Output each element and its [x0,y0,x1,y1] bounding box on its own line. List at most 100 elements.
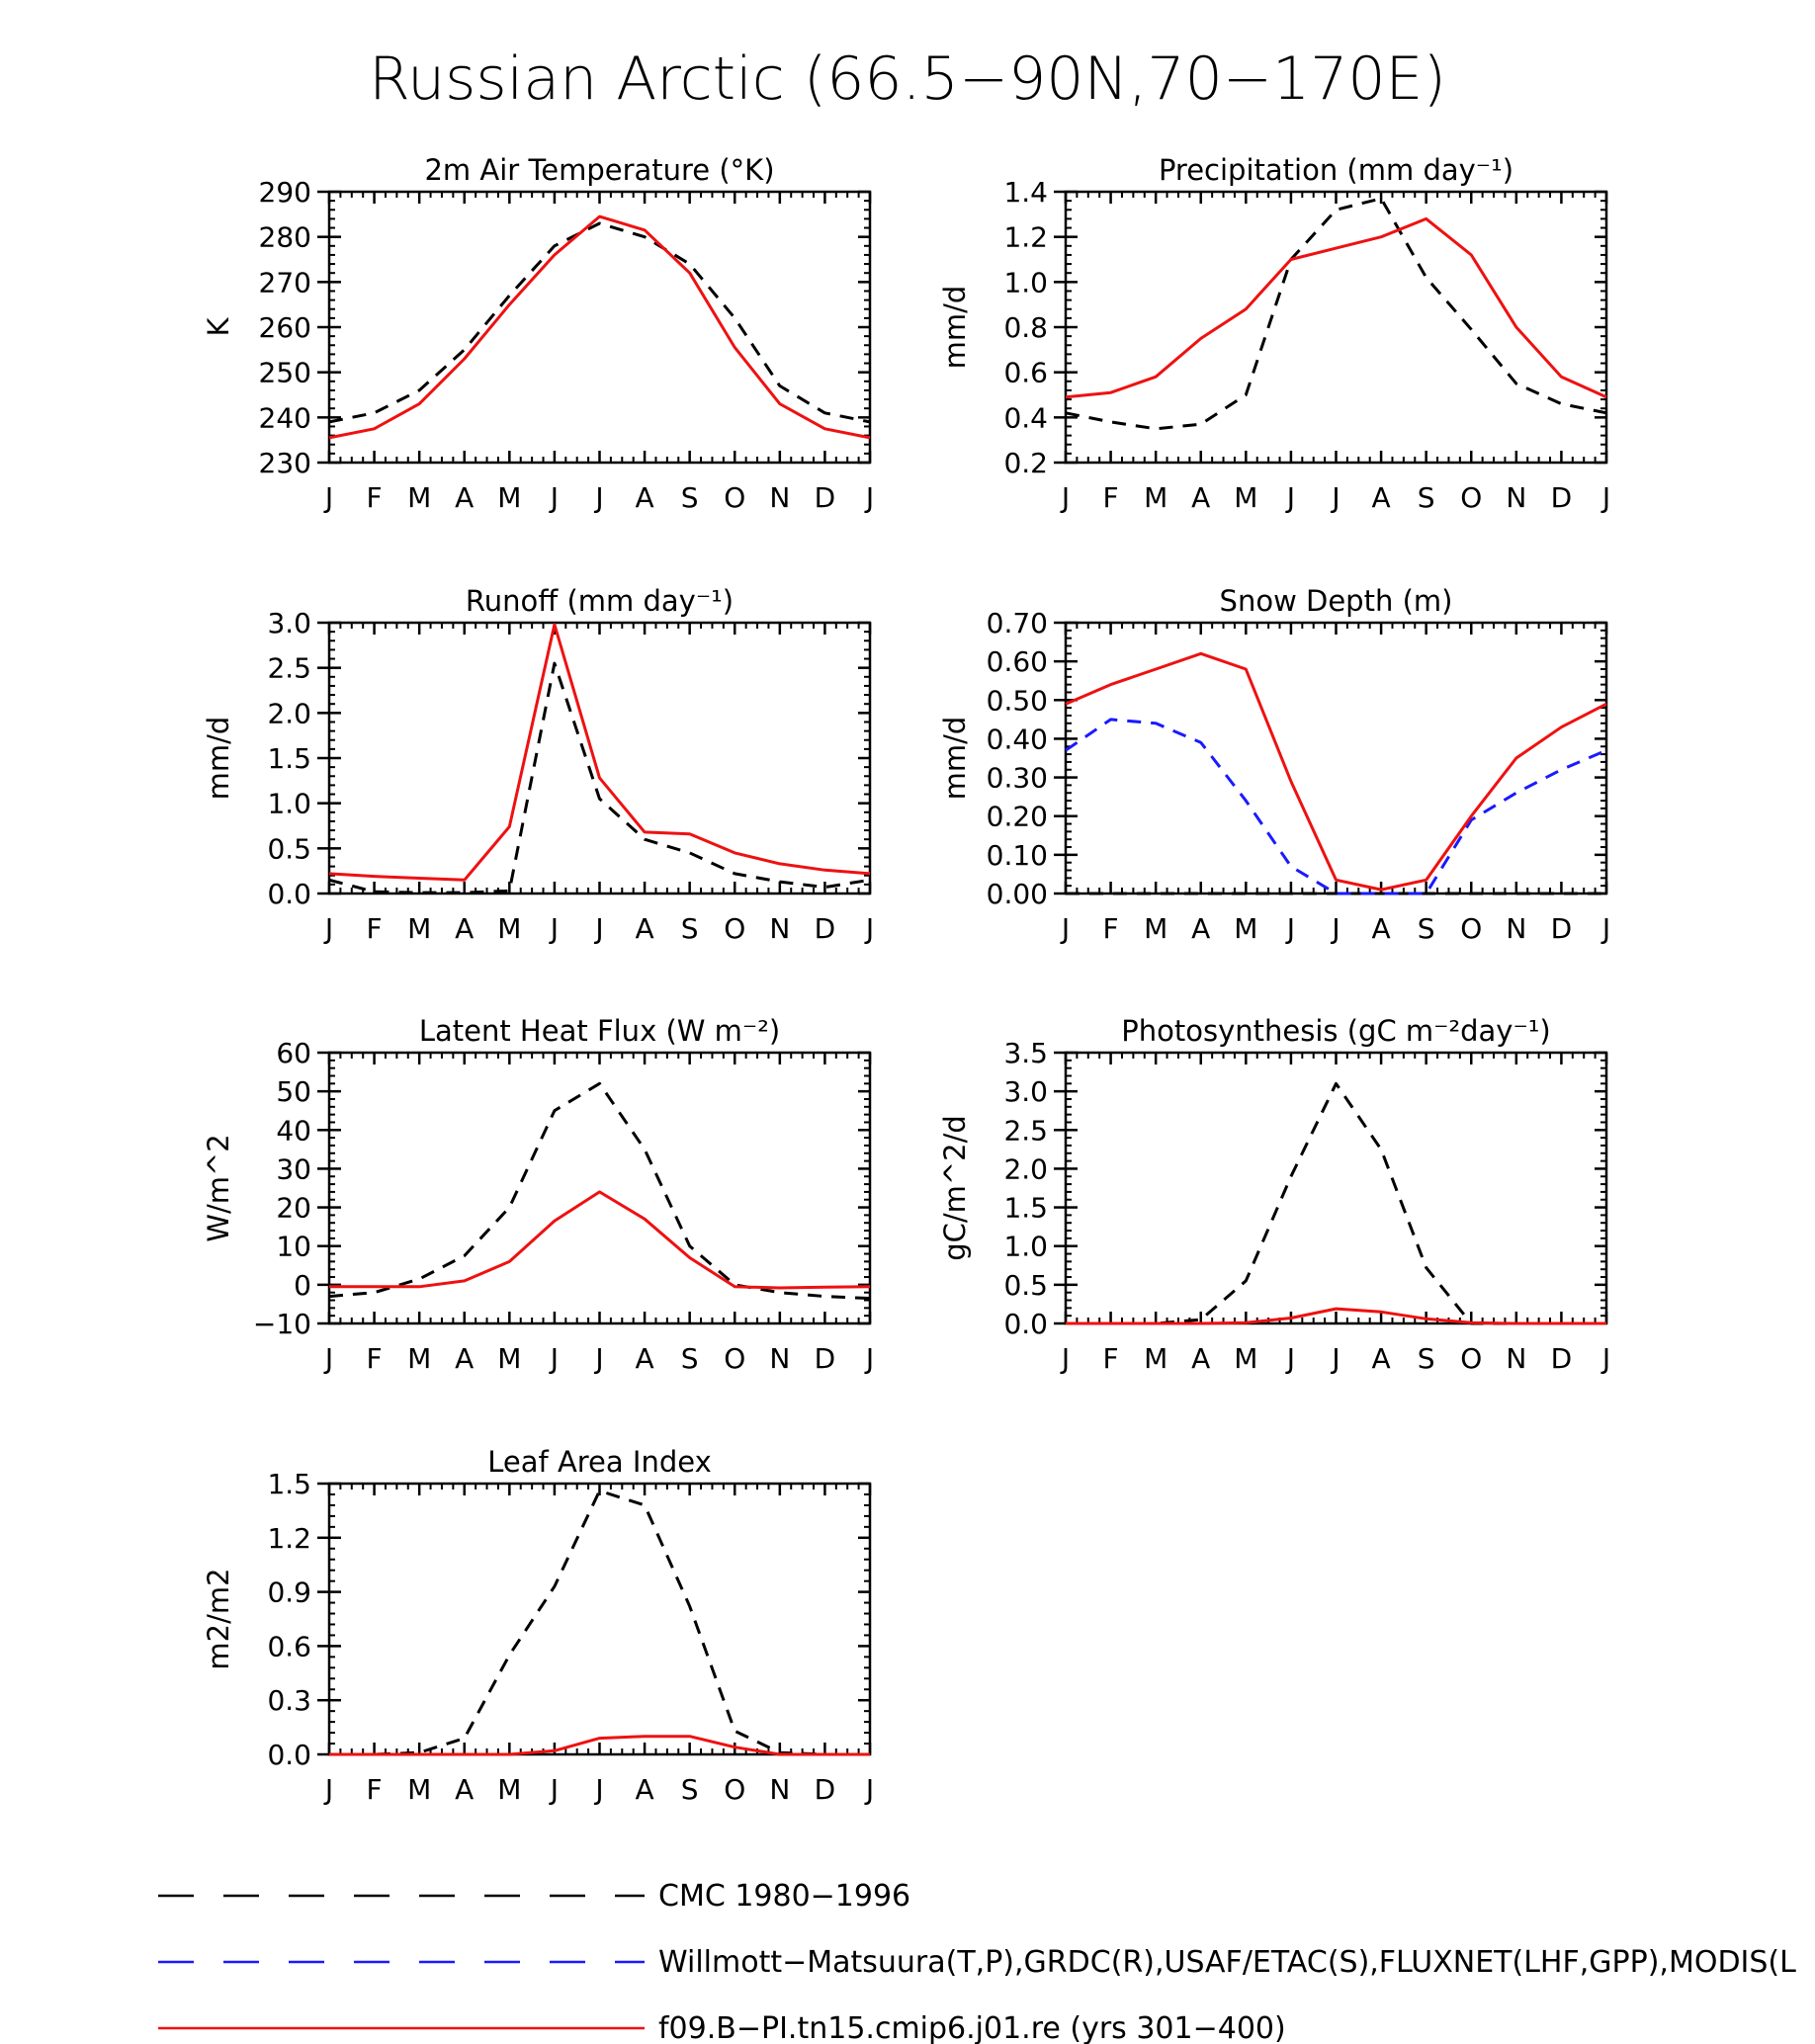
y-tick-label: 0.60 [987,645,1048,678]
x-tick-label: O [1460,912,1482,945]
x-tick-label: N [769,912,790,945]
legend-label: CMC 1980−1996 [658,1879,910,1914]
x-tick-label: D [1551,481,1573,514]
y-tick-label: −10 [253,1308,311,1340]
y-tick-label: 1.5 [267,1468,311,1500]
y-axis-label: gC/m^2/d [938,1115,972,1261]
chart-panel-5: Latent Heat Flux (W m⁻²)W/m^2J F M A M J J A S O N… [202,1014,874,1375]
y-tick-label: 0.6 [1003,357,1048,389]
plot-frame [1064,1051,1608,1325]
y-tick-label: 3.5 [1003,1037,1048,1069]
solid-series-line [328,623,871,882]
y-tick-label: 2.0 [267,697,311,729]
y-tick-label: 1.5 [267,742,311,775]
x-tick-label: A [455,1773,474,1806]
x-tick-label: J [864,912,874,945]
y-tick-label: 1.2 [1003,221,1048,254]
x-tick-label: A [636,481,654,514]
solid-series-line [1066,1307,1606,1325]
y-tick-label: 2.0 [1003,1152,1048,1185]
y-tick-label: 1.4 [1003,176,1048,209]
y-axis-label: mm/d [938,286,972,370]
x-tick-label: A [455,1342,474,1375]
x-tick-label: M [407,481,431,514]
x-tick-label: O [724,1773,745,1806]
x-tick-label: J [1600,1342,1610,1375]
x-tick-label: A [1372,1342,1391,1375]
plot-frame [1064,190,1608,465]
x-tick-label: M [407,912,431,945]
chart-panel-2: Precipitation (mm day⁻¹)mm/dJ F M A M J J A S O N D… [938,153,1610,514]
x-tick-label: J [323,1773,333,1806]
x-tick-label: S [1418,1342,1435,1375]
y-tick-label: 40 [276,1114,311,1147]
panel-title: Latent Heat Flux (W m⁻²) [419,1014,780,1048]
x-tick-label: O [724,481,745,514]
y-tick-label: 0.20 [987,801,1048,833]
x-tick-label: J [593,1342,603,1375]
x-tick-label: S [681,1342,699,1375]
x-tick-label: M [407,1342,431,1375]
x-tick-label: J [323,481,333,514]
x-tick-label: J [864,481,874,514]
y-tick-label: 1.0 [1003,1231,1048,1263]
y-axis-label: m2/m2 [202,1568,235,1669]
x-tick-label: J [1330,1342,1340,1375]
x-tick-label: F [367,1773,383,1806]
x-tick-label: J [1285,1342,1295,1375]
y-tick-label: 0.30 [987,762,1048,795]
x-tick-label: J [549,1773,559,1806]
y-tick-label: 2.5 [1003,1114,1048,1147]
y-tick-label: 0.0 [267,1739,311,1771]
x-tick-label: D [1551,1342,1573,1375]
x-tick-label: F [1103,912,1119,945]
x-tick-label: S [1418,481,1435,514]
y-tick-label: 30 [276,1152,311,1185]
y-tick-label: 60 [276,1037,311,1069]
y-tick-label: 0.3 [267,1684,311,1717]
x-tick-label: M [497,1773,521,1806]
chart-panel-4: Snow Depth (m)mm/dJ F M A M J J A S O N D J0.000.100… [938,584,1610,945]
x-tick-label: S [1418,912,1435,945]
panel-title: Photosynthesis (gC m⁻²day⁻¹) [1121,1014,1550,1048]
x-tick-label: A [1372,481,1391,514]
y-tick-label: 1.2 [267,1522,311,1555]
y-tick-label: 270 [259,266,311,298]
x-tick-label: J [323,912,333,945]
plot-frame [1064,621,1608,895]
x-tick-label: J [549,1342,559,1375]
x-tick-label: F [367,1342,383,1375]
legend-label: f09.B−PI.tn15.cmip6.j01.re (yrs 301−400) [658,2011,1286,2044]
x-tick-label: O [724,912,745,945]
x-tick-label: J [1330,912,1340,945]
x-tick-label: D [815,1773,836,1806]
dashed-series-line [329,1489,870,1756]
x-tick-label: F [367,481,383,514]
x-tick-label: M [1234,1342,1257,1375]
x-tick-label: A [636,1342,654,1375]
y-tick-label: 10 [276,1231,311,1263]
y-tick-label: 0.70 [987,607,1048,639]
x-tick-label: J [1285,481,1295,514]
x-tick-label: N [1506,1342,1526,1375]
x-tick-label: M [497,912,521,945]
x-tick-label: M [1234,912,1257,945]
x-tick-label: N [769,1342,790,1375]
x-tick-label: D [815,912,836,945]
y-tick-label: 280 [259,221,311,254]
y-tick-label: 0.50 [987,684,1048,717]
y-tick-label: 0.4 [1003,401,1048,434]
dashed-series-line [328,221,871,424]
x-tick-label: J [1285,912,1295,945]
x-tick-label: M [407,1773,431,1806]
x-tick-label: J [323,1342,333,1375]
x-tick-label: N [769,481,790,514]
x-tick-label: J [593,481,603,514]
page-title: Russian Arctic (66.5−90N,70−170E) [369,44,1446,114]
x-tick-label: A [1191,481,1210,514]
legend-label: Willmott−Matsuura(T,P),GRDC(R),USAF/ETAC… [658,1945,1796,1980]
y-tick-label: 0.6 [267,1630,311,1662]
x-tick-label: A [1372,912,1391,945]
solid-series-line [329,1190,871,1290]
